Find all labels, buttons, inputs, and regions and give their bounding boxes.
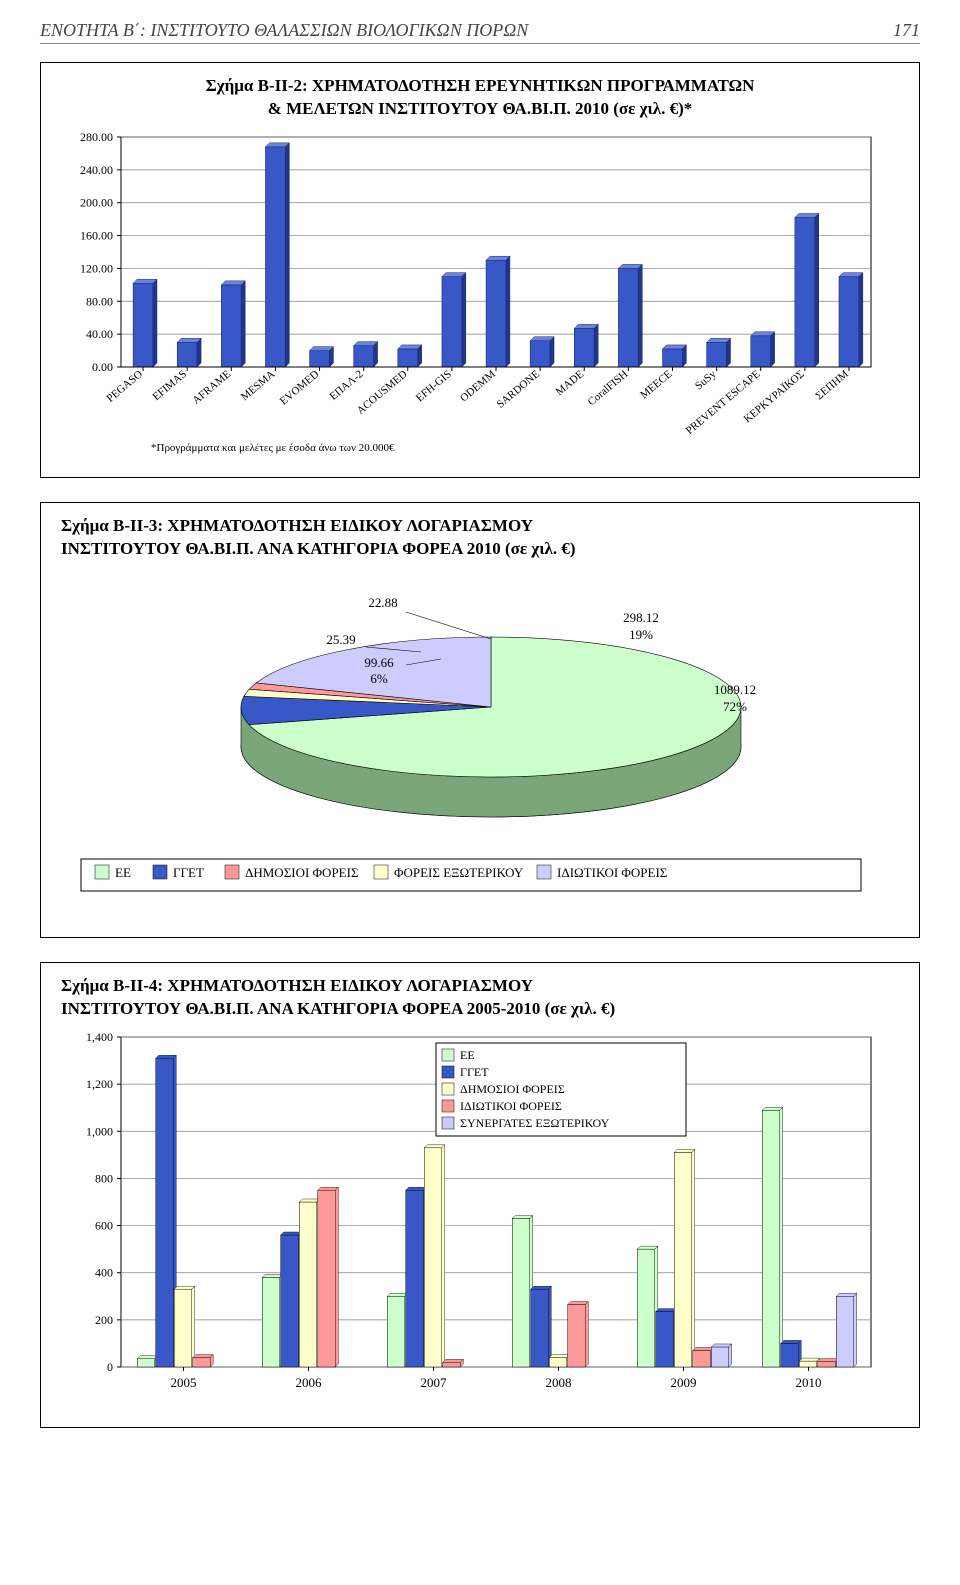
svg-text:6%: 6% bbox=[370, 671, 388, 686]
svg-text:EFH-GIS: EFH-GIS bbox=[414, 368, 454, 404]
svg-text:120.00: 120.00 bbox=[80, 261, 113, 275]
svg-text:40.00: 40.00 bbox=[86, 327, 113, 341]
svg-text:MESMA: MESMA bbox=[239, 368, 278, 403]
svg-text:PREVENT ESCAPE: PREVENT ESCAPE bbox=[684, 368, 763, 437]
svg-text:80.00: 80.00 bbox=[86, 294, 113, 308]
svg-text:AFRAME: AFRAME bbox=[190, 368, 233, 407]
svg-text:EFIMAS: EFIMAS bbox=[150, 368, 189, 403]
svg-text:SARDONE: SARDONE bbox=[495, 368, 543, 411]
chart3-title-l2: ΙΝΣΤΙΤΟΥΤΟΥ ΘΑ.ΒΙ.Π. ΑΝΑ ΚΑΤΗΓΟΡΙΑ ΦΟΡΕΑ… bbox=[61, 999, 615, 1018]
svg-text:*Προγράμματα και μελέτες με έσ: *Προγράμματα και μελέτες με έσοδα άνω τω… bbox=[151, 442, 395, 454]
chart3-svg: 0 200 400 600 800 1,000 1,200 1,400 2005 2006 2007… bbox=[61, 1027, 881, 1407]
svg-text:2005: 2005 bbox=[171, 1375, 197, 1390]
chart3-panel: Σχήμα Β-ΙΙ-4: ΧΡΗΜΑΤΟΔΟΤΗΣΗ ΕΙΔΙΚΟΥ ΛΟΓΑ… bbox=[40, 962, 920, 1428]
chart2-title-l1: Σχήμα Β-ΙΙ-3: ΧΡΗΜΑΤΟΔΟΤΗΣΗ ΕΙΔΙΚΟΥ ΛΟΓΑ… bbox=[61, 516, 533, 535]
svg-text:240.00: 240.00 bbox=[80, 163, 113, 177]
chart3-title-l1: Σχήμα Β-ΙΙ-4: ΧΡΗΜΑΤΟΔΟΤΗΣΗ ΕΙΔΙΚΟΥ ΛΟΓΑ… bbox=[61, 976, 533, 995]
chart2-svg: 298.12 19% 22.88 25.39 99.666% 1089.12 72% ΕΕ ΓΓ… bbox=[61, 567, 881, 917]
svg-text:22.88: 22.88 bbox=[368, 595, 397, 610]
header-left: ΕΝΟΤΗΤΑ Β΄: ΙΝΣΤΙΤΟΥΤΟ ΘΑΛΑΣΣΙΩΝ ΒΙΟΛΟΓΙ… bbox=[40, 20, 528, 41]
svg-text:2010: 2010 bbox=[796, 1375, 822, 1390]
svg-text:ΔΗΜΟΣΙΟΙ ΦΟΡΕΙΣ: ΔΗΜΟΣΙΟΙ ΦΟΡΕΙΣ bbox=[460, 1082, 565, 1096]
svg-text:MEECE: MEECE bbox=[638, 368, 674, 401]
svg-text:200: 200 bbox=[95, 1312, 113, 1326]
svg-text:ΙΔΙΩΤΙΚΟΙ ΦΟΡΕΙΣ: ΙΔΙΩΤΙΚΟΙ ΦΟΡΕΙΣ bbox=[460, 1099, 562, 1113]
svg-text:280.00: 280.00 bbox=[80, 130, 113, 144]
chart2-panel: Σχήμα Β-ΙΙ-3: ΧΡΗΜΑΤΟΔΟΤΗΣΗ ΕΙΔΙΚΟΥ ΛΟΓΑ… bbox=[40, 502, 920, 938]
chart1-panel: Σχήμα Β-ΙΙ-2: ΧΡΗΜΑΤΟΔΟΤΗΣΗ ΕΡΕΥΝΗΤΙΚΩΝ … bbox=[40, 62, 920, 478]
svg-text:ΔΗΜΟΣΙΟΙ ΦΟΡΕΙΣ: ΔΗΜΟΣΙΟΙ ΦΟΡΕΙΣ bbox=[245, 865, 359, 880]
svg-text:1,400: 1,400 bbox=[86, 1030, 113, 1044]
svg-text:2009: 2009 bbox=[671, 1375, 697, 1390]
svg-text:2008: 2008 bbox=[546, 1375, 572, 1390]
svg-text:99.66: 99.66 bbox=[364, 655, 394, 670]
svg-text:2006: 2006 bbox=[296, 1375, 323, 1390]
chart1-title-l2: & ΜΕΛΕΤΩΝ ΙΝΣΤΙΤΟΥΤΟΥ ΘΑ.ΒΙ.Π. 2010 (σε … bbox=[268, 99, 693, 118]
svg-text:SuSy: SuSy bbox=[693, 368, 719, 392]
svg-text:ΓΓΕΤ: ΓΓΕΤ bbox=[173, 865, 204, 880]
chart2-title: Σχήμα Β-ΙΙ-3: ΧΡΗΜΑΤΟΔΟΤΗΣΗ ΕΙΔΙΚΟΥ ΛΟΓΑ… bbox=[61, 515, 899, 561]
svg-text:1,000: 1,000 bbox=[86, 1124, 113, 1138]
svg-text:200.00: 200.00 bbox=[80, 196, 113, 210]
chart1-area: 0.00 40.00 80.00 120.00 160.00 200.00 240.00 28… bbox=[61, 127, 899, 457]
svg-text:298.12: 298.12 bbox=[623, 610, 659, 625]
svg-text:EVOMED: EVOMED bbox=[278, 368, 322, 407]
svg-text:ΙΔΙΩΤΙΚΟΙ ΦΟΡΕΙΣ: ΙΔΙΩΤΙΚΟΙ ΦΟΡΕΙΣ bbox=[557, 865, 667, 880]
header-right: 171 bbox=[893, 20, 920, 41]
svg-text:ΕΕ: ΕΕ bbox=[460, 1048, 475, 1062]
svg-text:MADE: MADE bbox=[554, 368, 587, 398]
svg-text:ΣΥΝΕΡΓΑΤΕΣ ΕΞΩΤΕΡΙΚΟΥ: ΣΥΝΕΡΓΑΤΕΣ ΕΞΩΤΕΡΙΚΟΥ bbox=[460, 1116, 610, 1130]
svg-text:800: 800 bbox=[95, 1171, 113, 1185]
svg-text:2007: 2007 bbox=[421, 1375, 448, 1390]
chart2-title-l2: ΙΝΣΤΙΤΟΥΤΟΥ ΘΑ.ΒΙ.Π. ΑΝΑ ΚΑΤΗΓΟΡΙΑ ΦΟΡΕΑ… bbox=[61, 539, 576, 558]
svg-text:160.00: 160.00 bbox=[80, 228, 113, 242]
svg-text:1089.12: 1089.12 bbox=[714, 682, 756, 697]
page-header: ΕΝΟΤΗΤΑ Β΄: ΙΝΣΤΙΤΟΥΤΟ ΘΑΛΑΣΣΙΩΝ ΒΙΟΛΟΓΙ… bbox=[40, 20, 920, 44]
svg-text:400: 400 bbox=[95, 1265, 113, 1279]
svg-text:ΓΓΕΤ: ΓΓΕΤ bbox=[460, 1065, 489, 1079]
chart3-area: 0 200 400 600 800 1,000 1,200 1,400 2005 2006 2007… bbox=[61, 1027, 899, 1407]
svg-text:600: 600 bbox=[95, 1218, 113, 1232]
chart3-title: Σχήμα Β-ΙΙ-4: ΧΡΗΜΑΤΟΔΟΤΗΣΗ ΕΙΔΙΚΟΥ ΛΟΓΑ… bbox=[61, 975, 899, 1021]
chart1-svg: 0.00 40.00 80.00 120.00 160.00 200.00 240.00 28… bbox=[61, 127, 881, 457]
page: ΕΝΟΤΗΤΑ Β΄: ΙΝΣΤΙΤΟΥΤΟ ΘΑΛΑΣΣΙΩΝ ΒΙΟΛΟΓΙ… bbox=[0, 0, 960, 1512]
svg-text:ODEMM: ODEMM bbox=[458, 368, 498, 404]
svg-text:ΕΕ: ΕΕ bbox=[115, 865, 131, 880]
svg-text:72%: 72% bbox=[723, 699, 747, 714]
svg-text:25.39: 25.39 bbox=[326, 632, 355, 647]
svg-text:ΕΠΑΛ-2: ΕΠΑΛ-2 bbox=[327, 368, 365, 403]
svg-text:0.00: 0.00 bbox=[92, 360, 113, 374]
svg-text:ΣΕΠΗΜ: ΣΕΠΗΜ bbox=[813, 368, 851, 402]
svg-text:0: 0 bbox=[107, 1360, 113, 1374]
chart2-area: 298.12 19% 22.88 25.39 99.666% 1089.12 72% ΕΕ ΓΓ… bbox=[61, 567, 899, 917]
svg-text:19%: 19% bbox=[629, 627, 653, 642]
chart1-title-l1: Σχήμα Β-ΙΙ-2: ΧΡΗΜΑΤΟΔΟΤΗΣΗ ΕΡΕΥΝΗΤΙΚΩΝ … bbox=[206, 76, 755, 95]
svg-text:CoralFISH: CoralFISH bbox=[586, 368, 631, 408]
svg-text:ΦΟΡΕΙΣ ΕΞΩΤΕΡΙΚΟΥ: ΦΟΡΕΙΣ ΕΞΩΤΕΡΙΚΟΥ bbox=[394, 865, 524, 880]
svg-text:1,200: 1,200 bbox=[86, 1077, 113, 1091]
chart1-title: Σχήμα Β-ΙΙ-2: ΧΡΗΜΑΤΟΔΟΤΗΣΗ ΕΡΕΥΝΗΤΙΚΩΝ … bbox=[61, 75, 899, 121]
